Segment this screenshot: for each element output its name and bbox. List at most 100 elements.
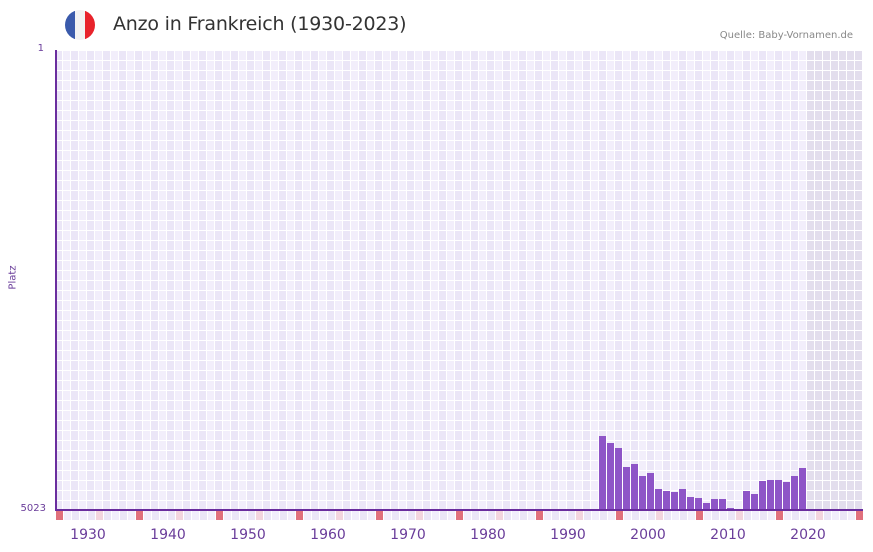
year-marker	[200, 511, 207, 520]
grid-column	[215, 50, 223, 510]
year-marker	[360, 511, 367, 520]
y-axis-title: Platz	[7, 265, 19, 290]
grid-column	[567, 50, 575, 510]
bar-2016[interactable]	[759, 480, 766, 510]
grid-column	[655, 50, 663, 510]
bar-2021[interactable]	[799, 467, 806, 510]
year-marker	[208, 511, 215, 520]
year-marker	[240, 511, 247, 520]
x-tick-1990: 1990	[550, 527, 586, 543]
flag-red-stripe	[85, 10, 95, 40]
year-marker	[72, 511, 79, 520]
grid-column	[775, 50, 783, 510]
grid-column	[679, 50, 687, 510]
grid-column	[415, 50, 423, 510]
source-credit: Quelle: Baby-Vornamen.de	[719, 30, 853, 41]
bar-2004[interactable]	[663, 490, 670, 510]
grid-column	[439, 50, 447, 510]
grid-column	[695, 50, 703, 510]
year-marker	[104, 511, 111, 520]
bar-2017[interactable]	[767, 479, 774, 510]
grid-column	[151, 50, 159, 510]
year-marker	[304, 511, 311, 520]
grid-column	[503, 50, 511, 510]
grid-column	[839, 50, 847, 510]
grid-column	[791, 50, 799, 510]
year-marker	[504, 511, 511, 520]
x-tick-1970: 1970	[390, 527, 426, 543]
bar-2009[interactable]	[703, 502, 710, 510]
bar-2015[interactable]	[751, 493, 758, 510]
bar-2011[interactable]	[719, 499, 726, 510]
year-marker	[464, 511, 471, 520]
grid-column	[351, 50, 359, 510]
plot-area	[55, 50, 863, 510]
bar-1996[interactable]	[599, 436, 606, 510]
bar-2003[interactable]	[655, 489, 662, 510]
grid-column	[823, 50, 831, 510]
bar-2018[interactable]	[775, 479, 782, 510]
year-marker	[160, 511, 167, 520]
grid-column	[447, 50, 455, 510]
grid-column	[711, 50, 719, 510]
grid-column	[431, 50, 439, 510]
year-marker	[656, 511, 663, 520]
grid-column	[615, 50, 623, 510]
y-axis-line	[55, 50, 57, 510]
grid-column	[127, 50, 135, 510]
grid-column	[343, 50, 351, 510]
year-marker	[640, 511, 647, 520]
grid-column	[783, 50, 791, 510]
grid-column	[279, 50, 287, 510]
year-marker	[664, 511, 671, 520]
bar-2007[interactable]	[687, 497, 694, 510]
year-marker	[520, 511, 527, 520]
grid-column	[687, 50, 695, 510]
year-marker	[272, 511, 279, 520]
bar-2020[interactable]	[791, 476, 798, 510]
grid-column	[319, 50, 327, 510]
year-marker	[496, 511, 503, 520]
bar-2008[interactable]	[695, 498, 702, 510]
bar-2006[interactable]	[679, 489, 686, 510]
bar-1997[interactable]	[607, 442, 614, 510]
grid-column	[255, 50, 263, 510]
grid-column	[727, 50, 735, 510]
grid-column	[455, 50, 463, 510]
year-marker	[624, 511, 631, 520]
bar-1998[interactable]	[615, 448, 622, 510]
year-marker	[448, 511, 455, 520]
grid-column	[703, 50, 711, 510]
bar-2000[interactable]	[631, 464, 638, 510]
year-marker	[320, 511, 327, 520]
grid-column	[103, 50, 111, 510]
grid-column	[327, 50, 335, 510]
grid-column	[79, 50, 87, 510]
grid-column	[591, 50, 599, 510]
grid-column	[831, 50, 839, 510]
year-marker	[568, 511, 575, 520]
bar-1999[interactable]	[623, 466, 630, 510]
bar-2019[interactable]	[783, 481, 790, 510]
grid-column	[543, 50, 551, 510]
year-marker	[56, 511, 63, 520]
bar-2010[interactable]	[711, 499, 718, 510]
grid-column	[295, 50, 303, 510]
bar-2001[interactable]	[639, 476, 646, 510]
bar-2014[interactable]	[743, 490, 750, 510]
year-marker	[696, 511, 703, 520]
year-marker	[736, 511, 743, 520]
bar-2005[interactable]	[671, 491, 678, 510]
bar-2002[interactable]	[647, 473, 654, 510]
year-marker	[128, 511, 135, 520]
year-marker	[784, 511, 791, 520]
year-marker	[88, 511, 95, 520]
grid-column	[407, 50, 415, 510]
grid-column	[71, 50, 79, 510]
grid-column	[239, 50, 247, 510]
x-tick-2000: 2000	[630, 527, 666, 543]
grid-column	[847, 50, 855, 510]
year-marker	[752, 511, 759, 520]
year-marker	[816, 511, 823, 520]
grid-column	[743, 50, 751, 510]
